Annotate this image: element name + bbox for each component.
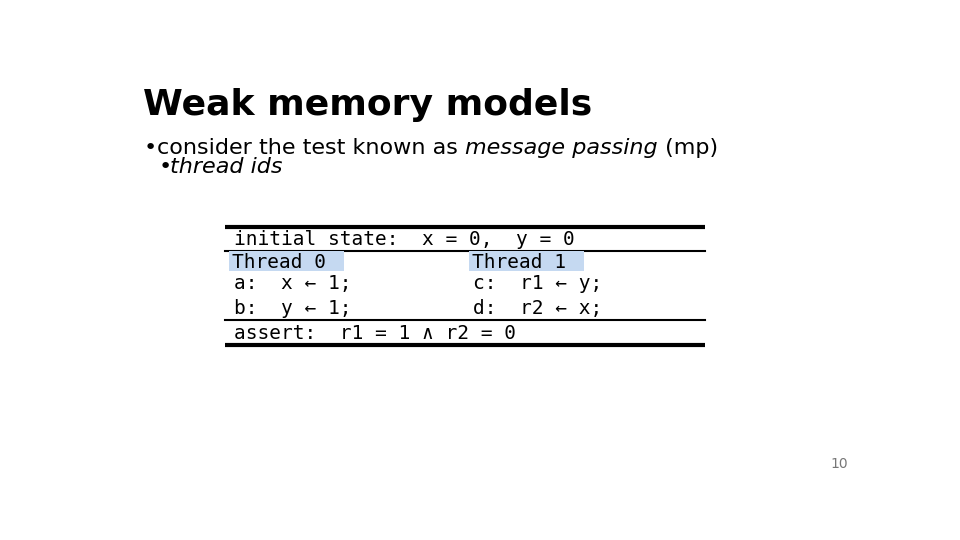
FancyBboxPatch shape xyxy=(468,251,584,271)
Text: a:  x ← 1;: a: x ← 1; xyxy=(234,274,351,293)
Text: d:  r2 ← x;: d: r2 ← x; xyxy=(472,299,602,318)
Text: Weak memory models: Weak memory models xyxy=(143,88,592,122)
Text: •: • xyxy=(143,138,156,158)
Text: message passing: message passing xyxy=(466,138,658,158)
Text: thread ids: thread ids xyxy=(170,157,282,177)
Text: (mp): (mp) xyxy=(658,138,718,158)
Text: Thread 1: Thread 1 xyxy=(472,253,565,273)
Text: Thread 0: Thread 0 xyxy=(231,253,325,273)
Text: consider the test known as: consider the test known as xyxy=(157,138,466,158)
Text: initial state:  x = 0,  y = 0: initial state: x = 0, y = 0 xyxy=(234,230,575,248)
Text: •: • xyxy=(158,157,172,177)
Text: 10: 10 xyxy=(830,457,849,471)
Text: assert:  r1 = 1 ∧ r2 = 0: assert: r1 = 1 ∧ r2 = 0 xyxy=(234,323,516,342)
Text: c:  r1 ← y;: c: r1 ← y; xyxy=(472,274,602,293)
Text: b:  y ← 1;: b: y ← 1; xyxy=(234,299,351,318)
FancyBboxPatch shape xyxy=(228,251,344,271)
